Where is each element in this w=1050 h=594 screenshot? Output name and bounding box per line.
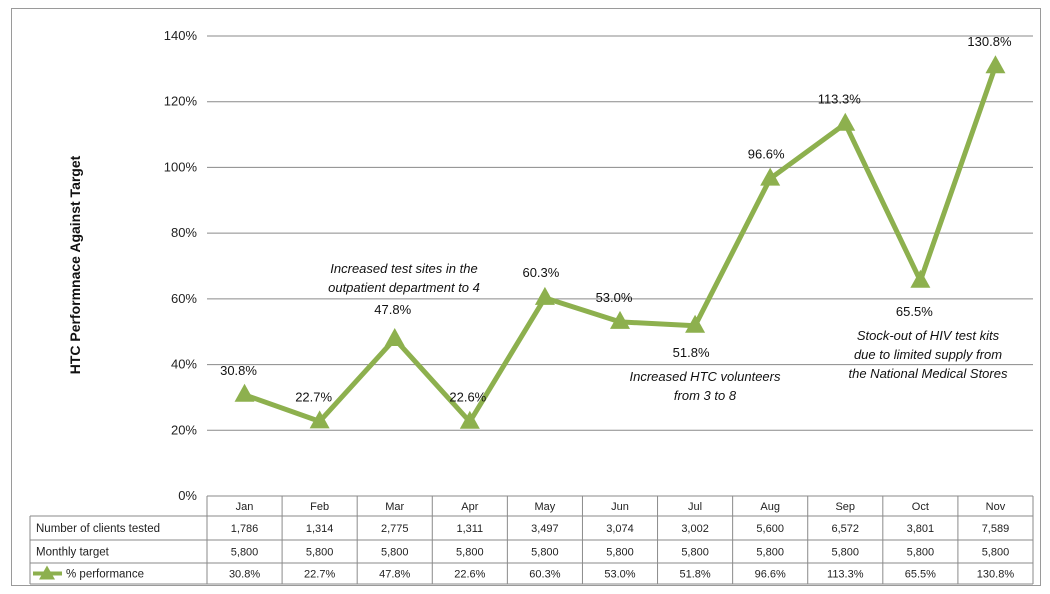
y-tick-label: 100% — [164, 159, 198, 174]
category-label: Feb — [310, 501, 329, 513]
y-tick-label: 0% — [178, 488, 197, 503]
table-cell: 5,800 — [231, 547, 259, 559]
table-cell: 113.3% — [827, 569, 864, 581]
category-label: Oct — [912, 501, 929, 513]
table-cell: 5,800 — [381, 547, 409, 559]
data-point — [760, 167, 781, 186]
table-row-header: % performance — [66, 569, 144, 581]
y-tick-label: 140% — [164, 28, 198, 43]
table-row-header: Monthly target — [36, 547, 110, 559]
data-point — [309, 410, 330, 429]
table-cell: 5,600 — [756, 523, 784, 535]
annotation-text: Stock-out of HIV test kits — [857, 328, 1000, 343]
table-cell: 6,572 — [832, 523, 860, 535]
table-row-header: Number of clients tested — [36, 523, 160, 535]
annotation-text: from 3 to 8 — [674, 388, 737, 403]
data-label: 47.8% — [374, 302, 411, 317]
data-point — [835, 112, 856, 131]
annotations: Increased test sites in the outpatient de… — [328, 261, 1008, 403]
data-label: 51.8% — [673, 345, 710, 360]
data-label: 60.3% — [522, 265, 559, 280]
table-cell: 5,800 — [907, 547, 935, 559]
table-cell: 5,800 — [306, 547, 334, 559]
table-cell: 3,497 — [531, 523, 559, 535]
data-point — [234, 383, 255, 402]
table-cell: 51.8% — [679, 569, 710, 581]
y-axis-label: HTC Performnace Against Target — [67, 155, 83, 374]
table-cell: 1,314 — [306, 523, 334, 535]
table-cell: 5,800 — [606, 547, 634, 559]
category-label: May — [535, 501, 556, 513]
data-label: 113.3% — [818, 92, 862, 107]
data-point — [610, 310, 630, 329]
table-cell: 5,800 — [531, 547, 559, 559]
table-cell: 30.8% — [229, 569, 260, 581]
data-point — [534, 286, 555, 305]
table-cell: 1,311 — [456, 523, 483, 535]
table-cell: 5,800 — [832, 547, 860, 559]
y-tick-label: 80% — [171, 225, 197, 240]
gridlines: 0% 20% 40% 60% 80% 100% 120% 140% — [164, 28, 1033, 503]
table-cell: 2,775 — [381, 523, 409, 535]
category-label: Apr — [461, 501, 478, 513]
table-cell: 47.8% — [379, 569, 410, 581]
data-label: 22.7% — [295, 389, 332, 404]
data-label: 30.8% — [220, 363, 257, 378]
data-point — [985, 55, 1006, 74]
annotation-text: the National Medical Stores — [849, 366, 1008, 381]
data-point — [384, 327, 405, 346]
category-label: Aug — [760, 501, 780, 513]
table-cell: 3,002 — [681, 523, 709, 535]
table-cell: 22.7% — [304, 569, 335, 581]
data-label: 22.6% — [449, 390, 486, 405]
data-label: 96.6% — [748, 147, 785, 162]
data-label: 53.0% — [596, 290, 633, 305]
table-cell: 65.5% — [905, 569, 936, 581]
table-cell: 5,800 — [681, 547, 709, 559]
chart-frame — [11, 8, 1041, 586]
annotation-text: Increased HTC volunteers — [629, 369, 781, 384]
category-label: Mar — [385, 501, 404, 513]
category-label: Jul — [688, 501, 702, 513]
category-label: Jan — [236, 501, 254, 513]
data-point — [459, 410, 480, 429]
data-labels: 30.8% 22.7% 47.8% 22.6% 60.3% 53.0% 51.8% 96.6%… — [220, 34, 1012, 405]
table-cell: 1,786 — [231, 523, 259, 535]
data-label: 130.8% — [967, 34, 1012, 49]
table-cell: 22.6% — [454, 569, 485, 581]
table-cell: 7,589 — [982, 523, 1010, 535]
table-cell: 5,800 — [756, 547, 784, 559]
annotation-text: due to limited supply from — [854, 347, 1002, 362]
table-cell: 130.8% — [977, 569, 1015, 581]
table-cell: 60.3% — [529, 569, 560, 581]
data-label: 65.5% — [896, 304, 933, 319]
data-table: Jan Feb Mar Apr May Jun Jul Aug Sep Oct Nov Number … — [29, 495, 1034, 585]
category-label: Jun — [611, 501, 629, 513]
y-tick-label: 20% — [171, 422, 197, 437]
table-cell: 3,801 — [907, 523, 935, 535]
y-tick-label: 40% — [171, 357, 197, 372]
table-cell: 5,800 — [982, 547, 1010, 559]
legend-key-marker — [39, 565, 55, 580]
series-performance — [234, 55, 1006, 429]
table-cell: 5,800 — [456, 547, 484, 559]
y-tick-label: 120% — [164, 94, 198, 109]
category-label: Nov — [986, 501, 1006, 513]
data-point — [685, 314, 706, 333]
table-cell: 96.6% — [755, 569, 786, 581]
table-cell: 53.0% — [604, 569, 635, 581]
annotation-text: outpatient department to 4 — [328, 280, 480, 295]
data-point — [910, 269, 931, 288]
table-cell: 3,074 — [606, 523, 634, 535]
category-label: Sep — [835, 501, 855, 513]
y-tick-label: 60% — [171, 291, 197, 306]
annotation-text: Increased test sites in the — [330, 261, 477, 276]
